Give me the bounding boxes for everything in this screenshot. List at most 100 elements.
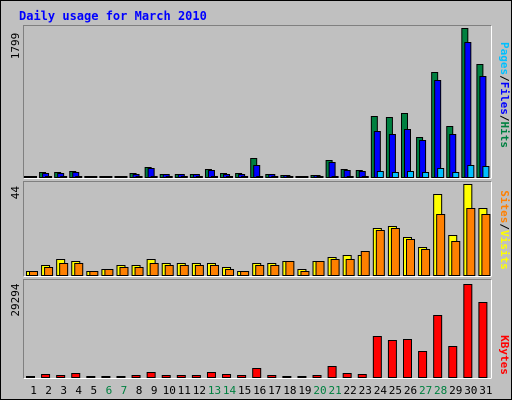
bar-files-day-28 (434, 80, 442, 178)
x-tick-label: 11 (178, 384, 191, 397)
chart-title: Daily usage for March 2010 (19, 9, 207, 23)
x-tick-label: 16 (253, 384, 266, 397)
bar-kbytes-day-27 (418, 351, 428, 378)
bar-pages-day-26 (407, 171, 414, 178)
bar-kbytes-day-1 (26, 376, 35, 378)
bar-pages-day-23 (361, 176, 369, 178)
ymax-label-visits: 44 (9, 186, 22, 200)
bar-pages-day-11 (180, 176, 188, 178)
bar-sites-day-28 (436, 214, 446, 276)
legend-item: Pages (498, 42, 511, 75)
ymax-label-kbytes: 29294 (9, 283, 22, 316)
x-tick-label: 2 (45, 384, 52, 397)
x-tick-label: 15 (238, 384, 251, 397)
bar-sites-day-2 (44, 267, 54, 276)
bar-sites-day-24 (375, 230, 385, 276)
x-tick-label: 18 (283, 384, 296, 397)
x-tick-label: 25 (389, 384, 402, 397)
bar-files-day-27 (419, 140, 427, 178)
bar-sites-day-13 (209, 265, 219, 276)
bar-pages-day-6 (105, 176, 113, 178)
bar-sites-day-11 (179, 265, 189, 276)
bar-pages-day-4 (75, 176, 83, 178)
bar-kbytes-day-3 (56, 375, 66, 378)
bar-sites-day-18 (285, 261, 295, 276)
panel-visits: 44 Sites/Visits (9, 181, 511, 277)
bar-kbytes-day-8 (131, 375, 141, 378)
bar-kbytes-day-31 (478, 302, 488, 378)
bar-kbytes-day-5 (86, 376, 96, 378)
legend-hits: Pages/Files/Hits (498, 42, 511, 148)
legend-item: KBytes (498, 335, 511, 375)
bar-sites-day-8 (134, 267, 144, 276)
x-tick-label: 1 (30, 384, 37, 397)
bar-sites-day-12 (194, 265, 204, 276)
bar-kbytes-day-17 (267, 375, 277, 378)
bar-files-day-31 (479, 76, 487, 178)
bar-kbytes-day-22 (342, 373, 352, 378)
x-tick-label: 13 (208, 384, 221, 397)
bar-kbytes-day-11 (176, 375, 186, 378)
x-tick-label: 7 (121, 384, 128, 397)
bar-pages-day-9 (150, 176, 158, 178)
bar-pages-day-3 (60, 176, 68, 178)
bar-pages-day-1 (30, 176, 37, 178)
bar-files-day-25 (388, 134, 396, 178)
legend-item: / (498, 115, 511, 122)
x-tick-label: 3 (60, 384, 67, 397)
bar-pages-day-27 (422, 172, 430, 178)
x-tick-label: 26 (404, 384, 417, 397)
panel-kbytes: 29294 KBytes (9, 279, 511, 379)
bar-pages-day-10 (165, 176, 173, 178)
bar-files-day-26 (404, 129, 411, 178)
panel-hits: 1799 Pages/Files/Hits (9, 25, 511, 179)
bar-pages-day-20 (316, 176, 324, 178)
bar-pages-day-25 (391, 172, 399, 178)
bar-sites-day-27 (421, 249, 431, 276)
bar-kbytes-day-20 (312, 375, 322, 378)
legend-item: Files (498, 82, 511, 115)
bar-kbytes-day-4 (71, 373, 81, 378)
bar-pages-day-21 (331, 176, 339, 178)
x-tick-label: 31 (479, 384, 492, 397)
bar-pages-day-16 (256, 176, 264, 178)
bar-pages-day-15 (241, 176, 249, 178)
bar-sites-day-19 (300, 271, 310, 276)
bar-kbytes-day-2 (41, 374, 51, 378)
x-tick-label: 28 (434, 384, 447, 397)
bar-kbytes-day-16 (252, 368, 262, 378)
bar-sites-day-26 (406, 239, 415, 276)
legend-item: Visits (498, 230, 511, 270)
x-tick-label: 12 (193, 384, 206, 397)
x-tick-label: 22 (344, 384, 357, 397)
bar-kbytes-day-18 (282, 376, 292, 378)
bar-kbytes-day-21 (327, 366, 337, 378)
x-tick-label: 24 (374, 384, 388, 397)
bar-sites-day-9 (149, 263, 159, 276)
bar-sites-day-1 (29, 271, 38, 276)
bar-pages-day-2 (45, 176, 53, 178)
bar-kbytes-day-24 (372, 336, 382, 378)
bar-sites-day-6 (104, 269, 114, 276)
bar-kbytes-day-25 (387, 340, 397, 378)
bar-files-day-30 (464, 42, 472, 178)
bar-kbytes-day-28 (433, 315, 443, 378)
legend-visits: Sites/Visits (498, 190, 511, 270)
bar-files-day-29 (449, 134, 457, 178)
bars-kbytes (26, 284, 488, 378)
bar-sites-day-4 (74, 263, 84, 276)
legend-item: Sites (498, 190, 511, 223)
bar-kbytes-day-15 (237, 375, 247, 378)
x-tick-label: 5 (91, 384, 98, 397)
x-tick-label: 29 (449, 384, 462, 397)
bar-sites-day-30 (466, 208, 476, 276)
bar-files-day-16 (253, 165, 261, 178)
bar-sites-day-17 (270, 265, 280, 276)
bar-kbytes-day-13 (206, 372, 216, 378)
bar-sites-day-29 (451, 241, 461, 276)
legend-item: / (498, 223, 511, 230)
bar-pages-day-13 (210, 176, 218, 178)
bar-kbytes-day-6 (101, 376, 111, 378)
x-tick-label: 19 (298, 384, 311, 397)
